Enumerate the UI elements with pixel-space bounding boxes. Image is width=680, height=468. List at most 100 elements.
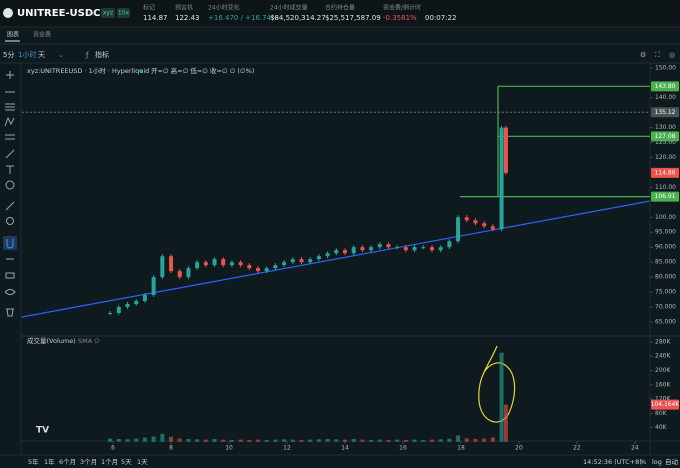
leverage[interactable]: 10x [118,10,130,17]
scale-option[interactable]: log [652,458,662,466]
candle [316,256,321,260]
stat-label: 合约持仓量 [325,4,355,12]
volume-bar [403,440,408,442]
x-tick-label: 14 [341,445,349,452]
candle [473,220,478,224]
volume-bar [116,438,121,442]
interval[interactable]: 天 [38,51,45,59]
x-tick-label: 16 [399,445,407,452]
scale-option[interactable]: 自动 [665,457,679,466]
tool-text[interactable] [6,165,14,174]
candle [377,244,382,248]
candle [134,301,139,305]
symbol[interactable]: UNITREE-USDC [17,8,101,19]
candle [342,250,347,254]
last-price-badge-label: 114.86 [655,169,676,176]
range-button[interactable]: 1个月 [101,458,118,466]
y-tick-label: 80.000 [655,274,676,281]
volume-bar [386,440,391,442]
candle [290,259,295,263]
candle [203,262,208,266]
candle [282,262,287,266]
snapshot-icon[interactable]: ◎ [669,51,675,59]
tool-channel[interactable] [5,103,15,111]
interval-active[interactable]: 1小时 [18,50,36,59]
range-button[interactable]: 3个月 [80,458,97,466]
scale-option[interactable]: % [640,458,646,466]
x-tick-label: 18 [457,445,465,452]
volume-bar [229,440,234,442]
x-tick-label: 24 [631,445,639,452]
range-button[interactable]: 6个月 [59,458,76,466]
range-button[interactable]: 1天 [137,458,148,466]
x-tick-label: 12 [283,445,291,452]
tool-crosshair[interactable] [6,71,14,79]
candle [325,253,330,257]
range-button[interactable]: 5天 [121,458,132,466]
volume-bar [316,439,321,442]
tool-emoji[interactable] [5,180,15,190]
fullscreen-icon[interactable]: ⛶ [655,51,660,59]
volume-bar [482,438,487,442]
settings-icon[interactable]: ⚙ [640,51,646,59]
leverage-badge [117,8,130,18]
favorite[interactable]: ☆ [88,9,95,18]
volume-bar [203,439,208,442]
tool-zoom[interactable] [6,217,14,225]
candle [125,304,130,307]
volume-badge [651,399,679,410]
tool-brush[interactable] [5,149,15,159]
tool-fib[interactable] [5,134,15,140]
indicator-icon[interactable]: ƒ [85,51,89,59]
volume-title: 成交量(Volume) [27,336,76,345]
price-badge-label: 106.91 [655,193,676,200]
indicators[interactable]: 指标 [95,50,109,59]
candle [360,247,365,251]
price-badge-label: 127.08 [655,133,676,140]
candle [142,295,147,302]
tool-visibility[interactable] [4,289,16,295]
ohlc: 开=∅ 高=∅ 低=∅ 收=∅ ∅ (∅%) [151,66,254,75]
tool-delete[interactable] [6,308,14,317]
volume-bar [342,439,347,442]
range-button[interactable]: 1年 [44,457,55,466]
volume-bar [142,437,147,442]
candle [256,268,261,272]
x-tick-label: 10 [225,445,233,452]
volume-bar [195,439,200,442]
range-button[interactable]: 5年 [28,457,39,466]
volume-bar [351,438,356,442]
volume-bar [160,433,165,442]
candle [395,247,400,249]
tool-lock[interactable] [5,272,15,279]
tool-pattern[interactable] [4,116,15,127]
candle [229,262,234,266]
stat-label: 24小时成交量 [270,4,308,12]
candle [503,127,508,173]
price-badge-label: 143.80 [655,83,676,90]
tab-chart[interactable]: 图表 [7,31,19,39]
volume-bar [325,438,330,442]
volume-bar [151,436,156,442]
volume-bar [412,439,417,442]
candle [429,247,434,251]
candle [456,217,461,242]
tab-funding[interactable]: 资金费 [33,31,51,39]
chart-legend: xyz:UNITREEUSD · 1小时 · Hyperliquid [27,66,149,75]
y-tick-label: 125.00 [655,139,676,146]
tool-magnet[interactable] [6,239,14,249]
x-tick-label: 6 [111,445,115,452]
candle [186,268,191,278]
stat-value: 114.87 [143,14,168,22]
chevron[interactable]: ⌄ [58,51,64,59]
stat-label: 标记 [143,4,155,12]
crosshair-badge [651,107,679,118]
interval[interactable]: 5分 [3,50,14,59]
volume-bar [360,439,365,442]
candle [308,259,313,263]
y-tick-label: 110.00 [655,184,676,191]
crosshair-badge-label: 135.12 [655,109,676,116]
volume-bar [421,440,426,442]
tool-ruler[interactable] [5,201,15,211]
